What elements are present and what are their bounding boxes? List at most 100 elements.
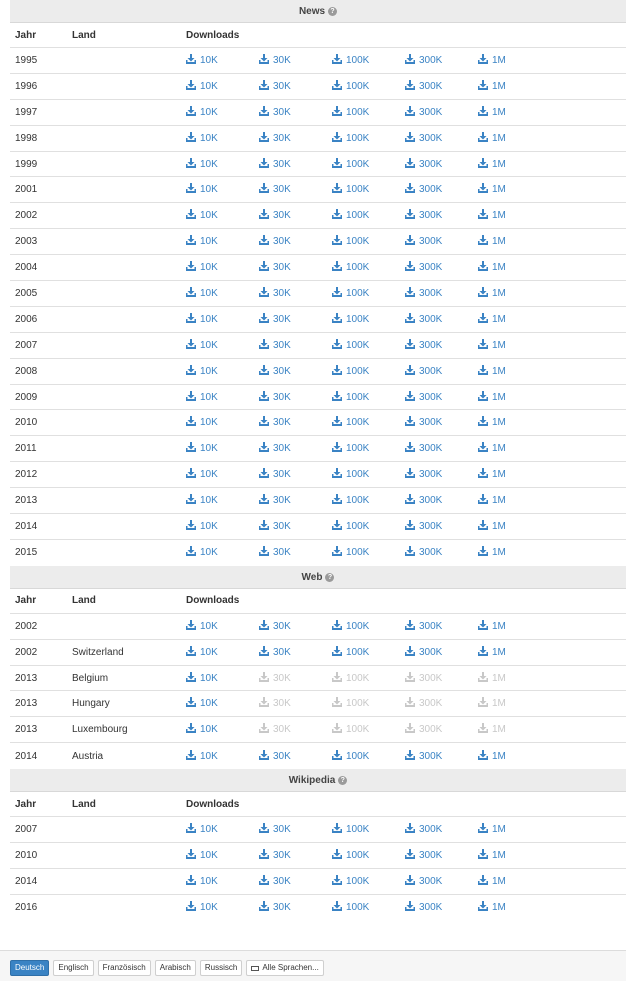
download-link-300k[interactable]: 300K bbox=[405, 183, 442, 196]
download-link-30k[interactable]: 30K bbox=[259, 848, 291, 862]
language-button[interactable]: Russisch bbox=[199, 960, 243, 976]
help-icon[interactable]: ? bbox=[328, 7, 338, 16]
download-link-100k[interactable]: 100K bbox=[332, 619, 369, 633]
download-link-10k[interactable]: 10K bbox=[186, 416, 218, 429]
download-link-1m[interactable]: 1M bbox=[478, 312, 506, 326]
download-link-10k[interactable]: 10K bbox=[186, 105, 218, 119]
download-link-100k[interactable]: 100K bbox=[332, 183, 369, 196]
download-link-10k[interactable]: 10K bbox=[186, 749, 218, 763]
download-link-10k[interactable]: 10K bbox=[186, 235, 218, 248]
download-link-1m[interactable]: 1M bbox=[478, 749, 506, 763]
download-link-100k[interactable]: 100K bbox=[332, 364, 369, 378]
download-link-1m[interactable]: 1M bbox=[478, 823, 506, 836]
download-link-30k[interactable]: 30K bbox=[259, 105, 291, 119]
download-link-100k[interactable]: 100K bbox=[332, 874, 369, 888]
download-link-1m[interactable]: 1M bbox=[478, 79, 506, 93]
download-link-30k[interactable]: 30K bbox=[259, 468, 291, 481]
download-link-30k[interactable]: 30K bbox=[259, 235, 291, 248]
download-link-1m[interactable]: 1M bbox=[478, 848, 506, 862]
download-link-100k[interactable]: 100K bbox=[332, 312, 369, 326]
download-link-100k[interactable]: 100K bbox=[332, 53, 369, 67]
download-link-100k[interactable]: 100K bbox=[332, 286, 369, 300]
download-link-10k[interactable]: 10K bbox=[186, 53, 218, 67]
download-link-100k[interactable]: 100K bbox=[332, 823, 369, 836]
download-link-1m[interactable]: 1M bbox=[478, 390, 506, 404]
download-link-300k[interactable]: 300K bbox=[405, 645, 442, 659]
download-link-300k[interactable]: 300K bbox=[405, 261, 442, 274]
download-link-100k[interactable]: 100K bbox=[332, 390, 369, 404]
download-link-10k[interactable]: 10K bbox=[186, 519, 218, 533]
download-link-300k[interactable]: 300K bbox=[405, 619, 442, 633]
language-button[interactable]: Deutsch bbox=[10, 960, 50, 976]
download-link-1m[interactable]: 1M bbox=[478, 261, 506, 274]
download-link-100k[interactable]: 100K bbox=[332, 494, 369, 507]
download-link-30k[interactable]: 30K bbox=[259, 416, 291, 429]
download-link-100k[interactable]: 100K bbox=[332, 645, 369, 659]
download-link-300k[interactable]: 300K bbox=[405, 494, 442, 507]
help-icon[interactable]: ? bbox=[338, 776, 348, 786]
download-link-10k[interactable]: 10K bbox=[186, 390, 218, 404]
download-link-100k[interactable]: 100K bbox=[332, 209, 369, 222]
download-link-10k[interactable]: 10K bbox=[186, 131, 218, 145]
download-link-100k[interactable]: 100K bbox=[332, 157, 369, 171]
download-link-300k[interactable]: 300K bbox=[405, 848, 442, 862]
download-link-30k[interactable]: 30K bbox=[259, 312, 291, 326]
download-link-1m[interactable]: 1M bbox=[478, 645, 506, 659]
download-link-100k[interactable]: 100K bbox=[332, 261, 369, 274]
download-link-1m[interactable]: 1M bbox=[478, 468, 506, 481]
download-link-30k[interactable]: 30K bbox=[259, 494, 291, 507]
download-link-30k[interactable]: 30K bbox=[259, 183, 291, 196]
download-link-1m[interactable]: 1M bbox=[478, 874, 506, 888]
download-link-100k[interactable]: 100K bbox=[332, 519, 369, 533]
download-link-10k[interactable]: 10K bbox=[186, 901, 218, 914]
download-link-10k[interactable]: 10K bbox=[186, 848, 218, 862]
download-link-10k[interactable]: 10K bbox=[186, 874, 218, 888]
download-link-30k[interactable]: 30K bbox=[259, 79, 291, 93]
download-link-30k[interactable]: 30K bbox=[259, 364, 291, 378]
download-link-1m[interactable]: 1M bbox=[478, 494, 506, 507]
download-link-300k[interactable]: 300K bbox=[405, 79, 442, 93]
download-link-10k[interactable]: 10K bbox=[186, 261, 218, 274]
download-link-10k[interactable]: 10K bbox=[186, 671, 218, 685]
download-link-30k[interactable]: 30K bbox=[259, 131, 291, 145]
download-link-1m[interactable]: 1M bbox=[478, 235, 506, 248]
download-link-100k[interactable]: 100K bbox=[332, 848, 369, 862]
download-link-10k[interactable]: 10K bbox=[186, 619, 218, 633]
download-link-300k[interactable]: 300K bbox=[405, 131, 442, 145]
download-link-100k[interactable]: 100K bbox=[332, 468, 369, 481]
download-link-10k[interactable]: 10K bbox=[186, 338, 218, 352]
download-link-100k[interactable]: 100K bbox=[332, 546, 369, 559]
download-link-10k[interactable]: 10K bbox=[186, 364, 218, 378]
download-link-300k[interactable]: 300K bbox=[405, 416, 442, 429]
download-link-300k[interactable]: 300K bbox=[405, 286, 442, 300]
download-link-30k[interactable]: 30K bbox=[259, 286, 291, 300]
download-link-100k[interactable]: 100K bbox=[332, 79, 369, 93]
download-link-1m[interactable]: 1M bbox=[478, 286, 506, 300]
download-link-300k[interactable]: 300K bbox=[405, 235, 442, 248]
download-link-10k[interactable]: 10K bbox=[186, 723, 218, 736]
download-link-10k[interactable]: 10K bbox=[186, 468, 218, 481]
download-link-1m[interactable]: 1M bbox=[478, 442, 506, 455]
download-link-1m[interactable]: 1M bbox=[478, 105, 506, 119]
download-link-300k[interactable]: 300K bbox=[405, 157, 442, 171]
download-link-100k[interactable]: 100K bbox=[332, 235, 369, 248]
download-link-30k[interactable]: 30K bbox=[259, 519, 291, 533]
download-link-1m[interactable]: 1M bbox=[478, 546, 506, 559]
download-link-300k[interactable]: 300K bbox=[405, 364, 442, 378]
download-link-100k[interactable]: 100K bbox=[332, 749, 369, 763]
download-link-100k[interactable]: 100K bbox=[332, 131, 369, 145]
download-link-300k[interactable]: 300K bbox=[405, 749, 442, 763]
download-link-30k[interactable]: 30K bbox=[259, 619, 291, 633]
download-link-10k[interactable]: 10K bbox=[186, 546, 218, 559]
download-link-100k[interactable]: 100K bbox=[332, 105, 369, 119]
download-link-30k[interactable]: 30K bbox=[259, 209, 291, 222]
download-link-100k[interactable]: 100K bbox=[332, 442, 369, 455]
download-link-1m[interactable]: 1M bbox=[478, 53, 506, 67]
download-link-300k[interactable]: 300K bbox=[405, 519, 442, 533]
download-link-10k[interactable]: 10K bbox=[186, 312, 218, 326]
download-link-10k[interactable]: 10K bbox=[186, 183, 218, 196]
download-link-10k[interactable]: 10K bbox=[186, 157, 218, 171]
download-link-1m[interactable]: 1M bbox=[478, 416, 506, 429]
download-link-300k[interactable]: 300K bbox=[405, 823, 442, 836]
download-link-10k[interactable]: 10K bbox=[186, 209, 218, 222]
